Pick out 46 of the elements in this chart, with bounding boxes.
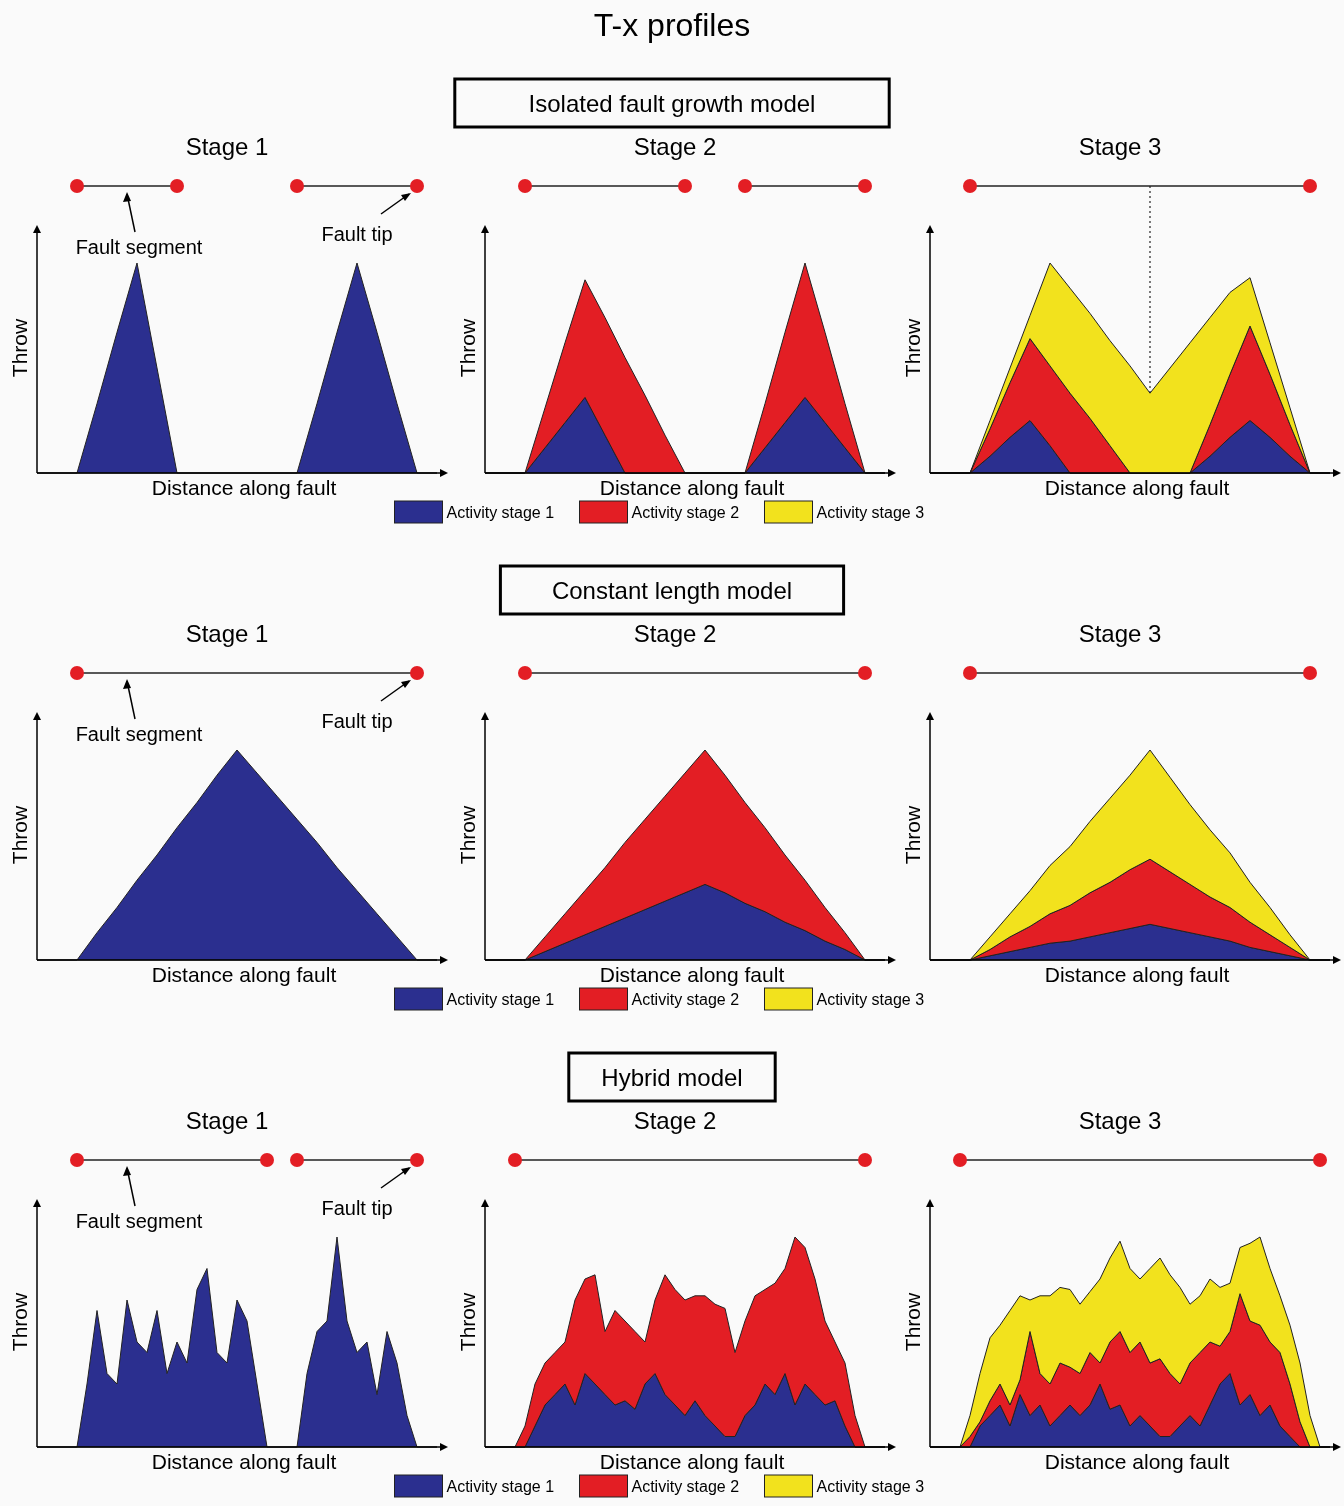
legend-label: Activity stage 2 bbox=[631, 991, 740, 1008]
legend-label: Activity stage 3 bbox=[816, 1478, 925, 1495]
legend-label: Activity stage 1 bbox=[446, 1478, 555, 1495]
chart-subtitle: Isolated fault growth model bbox=[528, 90, 816, 117]
x-axis-title: Distance along fault bbox=[599, 476, 785, 499]
text: Fault tip bbox=[321, 1197, 393, 1219]
x-axis-title: Distance along fault bbox=[599, 1450, 785, 1473]
legend-label: Activity stage 1 bbox=[446, 991, 555, 1008]
y-axis-title: Throw bbox=[8, 1292, 31, 1352]
text: Fault segment bbox=[75, 236, 203, 258]
text: Fault tip bbox=[321, 223, 393, 245]
text: T-x profiles bbox=[593, 7, 751, 43]
x-axis-title: Distance along fault bbox=[599, 963, 785, 986]
chart-title: Stage 1 bbox=[185, 1107, 269, 1134]
y-axis-title: Throw bbox=[8, 805, 31, 865]
x-axis-title: Distance along fault bbox=[1044, 476, 1230, 499]
chart-title: Stage 1 bbox=[185, 133, 269, 160]
y-axis-title: Throw bbox=[901, 805, 924, 865]
y-axis-title: Throw bbox=[456, 805, 479, 865]
y-axis-title: Throw bbox=[456, 318, 479, 378]
y-axis-title: Throw bbox=[456, 1292, 479, 1352]
chart-title: Stage 2 bbox=[633, 620, 717, 647]
x-axis-title: Distance along fault bbox=[151, 476, 337, 499]
chart-title: Stage 2 bbox=[633, 1107, 717, 1134]
chart-subtitle: Hybrid model bbox=[601, 1064, 743, 1091]
legend-label: Activity stage 2 bbox=[631, 1478, 740, 1495]
text: Fault tip bbox=[321, 710, 393, 732]
legend-label: Activity stage 1 bbox=[446, 504, 555, 521]
x-axis-title: Distance along fault bbox=[1044, 1450, 1230, 1473]
legend-label: Activity stage 3 bbox=[816, 504, 925, 521]
chart-title: Stage 3 bbox=[1078, 133, 1162, 160]
legend-label: Activity stage 2 bbox=[631, 504, 740, 521]
x-axis-title: Distance along fault bbox=[151, 1450, 337, 1473]
chart-subtitle: Constant length model bbox=[551, 577, 793, 604]
chart-title: Stage 3 bbox=[1078, 620, 1162, 647]
x-axis-title: Distance along fault bbox=[151, 963, 337, 986]
chart-title: Stage 2 bbox=[633, 133, 717, 160]
text: Fault segment bbox=[75, 1210, 203, 1232]
y-axis-title: Throw bbox=[901, 1292, 924, 1352]
chart-title: Stage 1 bbox=[185, 620, 269, 647]
legend-label: Activity stage 3 bbox=[816, 991, 925, 1008]
chart-title: Stage 3 bbox=[1078, 1107, 1162, 1134]
text: Fault segment bbox=[75, 723, 203, 745]
y-axis-title: Throw bbox=[8, 318, 31, 378]
y-axis-title: Throw bbox=[901, 318, 924, 378]
x-axis-title: Distance along fault bbox=[1044, 963, 1230, 986]
